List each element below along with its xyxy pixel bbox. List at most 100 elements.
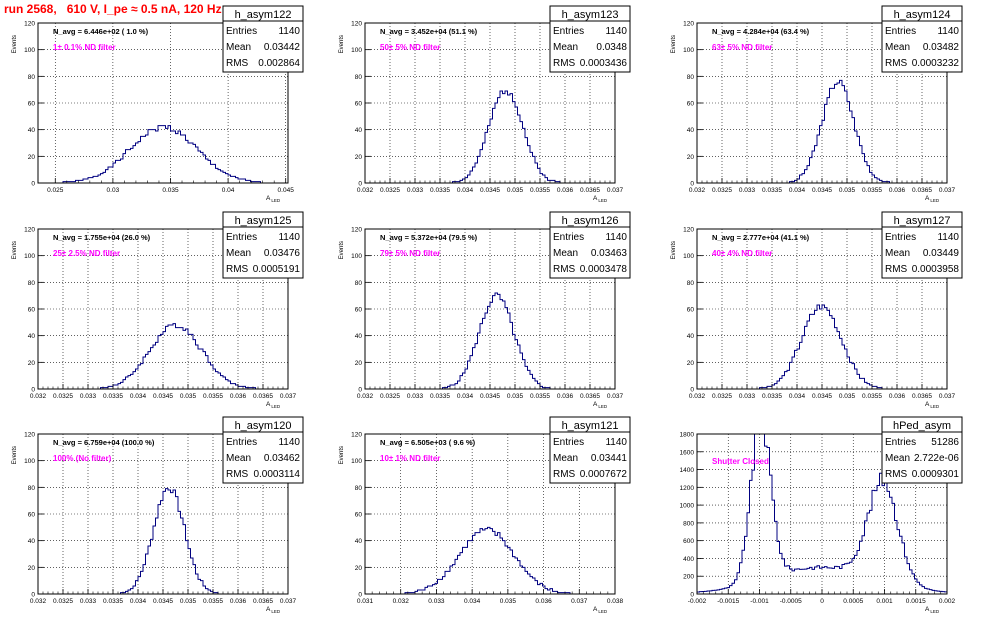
- x-axis-label: ALED: [266, 195, 281, 203]
- y-tick-label: 0: [31, 181, 35, 188]
- x-tick-label: 0.04: [222, 187, 235, 194]
- x-tick-label: 0.0345: [153, 598, 173, 605]
- x-tick-label: 0.038: [607, 598, 624, 605]
- stats-box: [881, 5, 963, 73]
- x-tick-label: 0.0325: [712, 393, 732, 400]
- y-tick-label: 120: [683, 21, 694, 28]
- stats-title: hPed_asym: [893, 420, 951, 432]
- x-tick-label: 0.0325: [380, 393, 400, 400]
- stats-value-rms: 0.0009301: [912, 469, 960, 480]
- x-tick-label: 0.0355: [530, 393, 550, 400]
- stats-key-entries: Entries: [553, 232, 584, 243]
- y-tick-label: 20: [355, 154, 363, 161]
- y-tick-label: 800: [683, 520, 694, 527]
- x-axis-label: ALED: [593, 195, 608, 203]
- stats-key-entries: Entries: [885, 232, 916, 243]
- x-tick-label: 0.0345: [480, 393, 500, 400]
- x-tick-label: 0.031: [357, 598, 374, 605]
- stats-key-entries: Entries: [553, 26, 584, 37]
- x-tick-label: 0.0335: [430, 187, 450, 194]
- y-tick-label: 1400: [680, 467, 695, 474]
- x-tick-label: 0.037: [939, 393, 956, 400]
- x-tick-label: 0.037: [280, 393, 297, 400]
- y-tick-label: 0: [358, 592, 362, 599]
- navg-label: N_avg = 6.759e+04 (100.0 %): [53, 438, 155, 447]
- y-tick-label: 80: [687, 280, 695, 287]
- x-axis-label: ALED: [925, 195, 940, 203]
- y-tick-label: 0: [690, 387, 694, 394]
- filter-note: 10± 1% ND filter: [380, 454, 440, 463]
- x-tick-label: 0.001: [876, 598, 893, 605]
- stats-value-entries: 51286: [931, 437, 959, 448]
- x-tick-label: 0.034: [457, 187, 474, 194]
- stats-value-rms: 0.002864: [258, 58, 300, 69]
- navg-label: N_avg = 5.372e+04 (79.5 %): [380, 233, 478, 242]
- stats-box: [549, 211, 631, 279]
- y-tick-label: 100: [351, 458, 362, 465]
- x-tick-label: 0.034: [464, 598, 481, 605]
- stats-title: h_asym124: [894, 9, 951, 21]
- y-tick-label: 100: [24, 253, 35, 260]
- stats-box: [222, 211, 304, 279]
- y-tick-label: 80: [28, 74, 36, 81]
- x-tick-label: 0.0335: [762, 393, 782, 400]
- y-tick-label: 120: [351, 432, 362, 439]
- filter-note: 1± 0.1% ND filter: [53, 43, 116, 52]
- x-tick-label: 0.037: [571, 598, 588, 605]
- stats-box: [881, 416, 963, 484]
- y-tick-label: 20: [355, 360, 363, 367]
- x-axis-label: ALED: [266, 606, 281, 614]
- y-tick-label: 20: [28, 154, 36, 161]
- stats-key-entries: Entries: [885, 26, 916, 37]
- x-tick-label: 0.0355: [530, 187, 550, 194]
- x-tick-label: 0.0325: [53, 393, 73, 400]
- y-tick-label: 40: [355, 333, 363, 340]
- y-tick-label: 0: [31, 387, 35, 394]
- y-tick-label: 120: [351, 227, 362, 234]
- y-tick-label: 1800: [680, 432, 695, 439]
- x-axis-label: ALED: [266, 401, 281, 409]
- stats-title: h_asym126: [562, 215, 619, 227]
- x-tick-label: 0.0365: [253, 393, 273, 400]
- stats-key-mean: Mean: [553, 248, 578, 259]
- x-tick-label: 0.034: [789, 187, 806, 194]
- y-tick-label: 20: [355, 565, 363, 572]
- navg-label: N_avg = 6.446e+02 ( 1.0 %): [53, 27, 149, 36]
- y-tick-label: 80: [355, 485, 363, 492]
- y-tick-label: 100: [683, 253, 694, 260]
- stats-value-mean: 2.722e-06: [914, 453, 959, 464]
- x-tick-label: 0.0345: [812, 393, 832, 400]
- y-axis-label: Events: [339, 241, 345, 259]
- x-tick-label: 0.037: [607, 187, 624, 194]
- y-tick-label: 100: [683, 47, 694, 54]
- stats-value-mean: 0.03482: [923, 42, 960, 53]
- y-tick-label: 120: [24, 432, 35, 439]
- x-tick-label: 0.0365: [912, 187, 932, 194]
- hist-pad-hPed_asym: -0.002 -0.0015 -0.001 -0.0005 0 0.0005 0.001 0.…: [680, 416, 963, 614]
- x-tick-label: 0.0365: [580, 393, 600, 400]
- filter-note: 79± 5% ND filter: [380, 249, 440, 258]
- y-tick-label: 100: [24, 47, 35, 54]
- x-tick-label: 0.035: [180, 598, 197, 605]
- stats-value-rms: 0.0003114: [253, 469, 300, 480]
- x-tick-label: 0.0365: [580, 187, 600, 194]
- y-tick-label: 60: [687, 101, 695, 108]
- x-tick-label: 0.0335: [430, 393, 450, 400]
- y-tick-label: 0: [358, 387, 362, 394]
- y-tick-label: 60: [28, 512, 36, 519]
- filter-note: 25± 2.5% ND filter: [53, 249, 120, 258]
- y-tick-label: 80: [28, 280, 36, 287]
- y-tick-label: 600: [683, 538, 694, 545]
- y-tick-label: 60: [687, 307, 695, 314]
- stats-key-mean: Mean: [226, 453, 251, 464]
- navg-label: N_avg = 3.452e+04 (51.1 %): [380, 27, 478, 36]
- stats-key-rms: RMS: [226, 58, 249, 69]
- navg-label: N_avg = 6.505e+03 ( 9.6 %): [380, 438, 476, 447]
- hist-pad-h_asym123: 0.032 0.0325 0.033 0.0335 0.034 0.0345 0.035 0.…: [339, 5, 631, 203]
- filter-note: 100% (No filter): [53, 454, 112, 463]
- y-tick-label: 20: [687, 360, 695, 367]
- x-tick-label: 0.0345: [812, 187, 832, 194]
- x-tick-label: 0.034: [130, 598, 147, 605]
- y-tick-label: 80: [355, 74, 363, 81]
- y-tick-label: 40: [355, 538, 363, 545]
